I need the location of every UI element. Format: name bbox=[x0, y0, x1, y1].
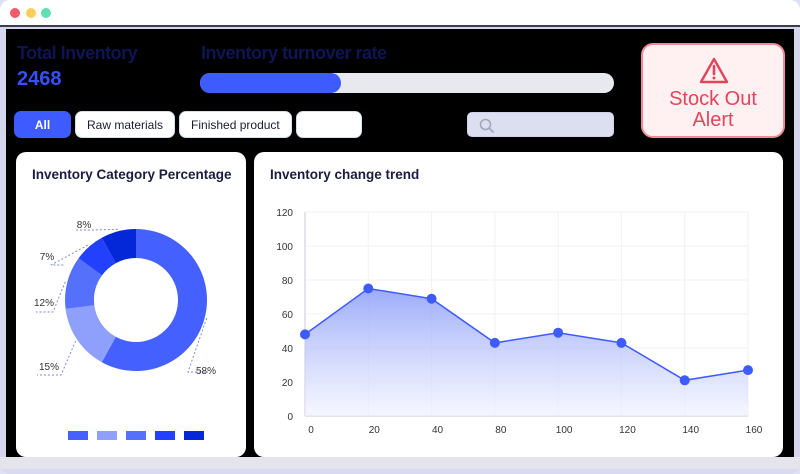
search-input[interactable] bbox=[500, 116, 608, 134]
legend-swatch bbox=[97, 431, 117, 440]
trend-data-point bbox=[363, 283, 374, 294]
total-inventory-value: 2468 bbox=[17, 68, 62, 90]
donut-slice-label: 7% bbox=[40, 252, 55, 263]
trend-data-point bbox=[426, 293, 437, 304]
donut-slice-label: 58% bbox=[196, 366, 216, 377]
minimize-window-button[interactable] bbox=[26, 8, 36, 18]
donut-leader-line bbox=[50, 244, 88, 266]
title-bar bbox=[0, 0, 800, 27]
x-axis-tick-label: 40 bbox=[432, 425, 444, 436]
x-axis-tick-label: 100 bbox=[556, 425, 573, 436]
trend-data-point bbox=[679, 375, 690, 386]
window-bottom-strip bbox=[0, 457, 800, 474]
stock-out-alert-button[interactable]: Stock Out Alert bbox=[641, 43, 785, 138]
filter-tab-raw-materials[interactable]: Raw materials bbox=[75, 111, 176, 138]
search-icon bbox=[479, 118, 494, 133]
donut-slice bbox=[65, 258, 103, 309]
donut-slice bbox=[101, 229, 136, 264]
inventory-trend-title: Inventory change trend bbox=[270, 167, 420, 182]
trend-data-point bbox=[300, 329, 310, 340]
x-axis-tick-label: 0 bbox=[308, 425, 314, 436]
donut-leader-line bbox=[36, 281, 66, 313]
trend-data-point bbox=[616, 337, 627, 348]
inventory-category-card: Inventory Category Percentage 58% 15% 12% 7… bbox=[16, 152, 246, 457]
y-axis-tick-label: 80 bbox=[282, 276, 294, 287]
x-axis-tick-label: 160 bbox=[746, 425, 763, 436]
donut-slice bbox=[65, 305, 116, 363]
category-filter-tabs: All Raw materials Finished product bbox=[14, 111, 362, 138]
x-axis-tick-label: 80 bbox=[495, 425, 507, 436]
donut-leader-line bbox=[187, 317, 208, 373]
trend-line bbox=[304, 287, 749, 382]
trend-data-point bbox=[553, 327, 564, 338]
legend-swatch bbox=[68, 431, 88, 440]
donut-slice bbox=[101, 229, 207, 371]
stock-out-alert-label: Stock Out Alert bbox=[669, 88, 757, 131]
y-axis-tick-label: 20 bbox=[282, 378, 294, 389]
legend-swatch bbox=[126, 431, 146, 440]
inventory-category-title: Inventory Category Percentage bbox=[32, 167, 232, 182]
search-box[interactable] bbox=[467, 112, 614, 137]
turnover-rate-label: Inventory turnover rate bbox=[201, 43, 387, 63]
filter-tab-finished-product[interactable]: Finished product bbox=[179, 111, 292, 138]
turnover-rate-progress-fill bbox=[200, 73, 341, 93]
maximize-window-button[interactable] bbox=[41, 8, 51, 18]
y-axis-tick-label: 40 bbox=[282, 344, 294, 355]
x-axis-tick-label: 120 bbox=[619, 425, 636, 436]
donut-slice-label: 15% bbox=[39, 362, 59, 373]
y-axis-tick-label: 0 bbox=[287, 412, 293, 423]
donut-slice-label: 12% bbox=[34, 298, 54, 309]
y-axis-tick-label: 100 bbox=[276, 242, 293, 253]
trend-area-fill bbox=[305, 288, 748, 416]
trend-data-point bbox=[489, 337, 500, 348]
y-axis-tick-label: 120 bbox=[276, 208, 293, 219]
trend-data-point bbox=[743, 365, 753, 376]
legend-swatch bbox=[155, 431, 175, 440]
x-axis-tick-label: 140 bbox=[682, 425, 699, 436]
legend-swatch bbox=[184, 431, 204, 440]
donut-leader-line bbox=[76, 228, 118, 231]
inventory-category-donut-chart: 58% 15% 12% 7% 8% bbox=[34, 220, 216, 440]
donut-slice bbox=[78, 237, 116, 276]
close-window-button[interactable] bbox=[10, 8, 20, 18]
turnover-rate-progress-bar bbox=[200, 73, 614, 93]
x-axis-tick-label: 20 bbox=[369, 425, 381, 436]
filter-tab-empty[interactable] bbox=[295, 111, 362, 138]
y-axis-tick-label: 60 bbox=[282, 310, 294, 321]
warning-triangle-icon bbox=[699, 57, 729, 84]
filter-tab-all[interactable]: All bbox=[14, 111, 71, 138]
donut-slice-label: 8% bbox=[77, 220, 92, 231]
donut-leader-line bbox=[37, 340, 77, 376]
total-inventory-label: Total Inventory bbox=[17, 43, 138, 63]
